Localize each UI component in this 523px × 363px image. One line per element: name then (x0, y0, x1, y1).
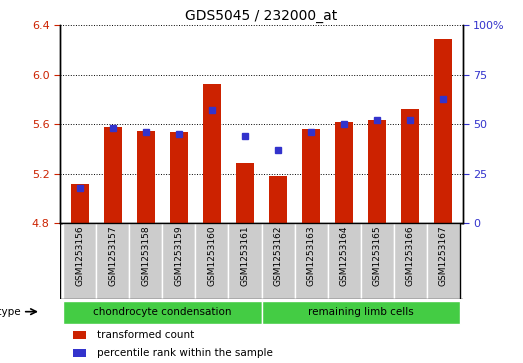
Bar (203, 83, 221, 223)
FancyBboxPatch shape (196, 223, 229, 299)
Text: remaining limb cells: remaining limb cells (308, 307, 413, 317)
Bar (71, 184, 89, 223)
Bar (401, 110, 419, 223)
Bar (73, 331, 86, 339)
Text: cell type: cell type (0, 307, 21, 317)
FancyBboxPatch shape (63, 223, 96, 299)
FancyBboxPatch shape (327, 223, 360, 299)
Text: GSM1253166: GSM1253166 (405, 225, 415, 286)
FancyBboxPatch shape (393, 223, 427, 299)
FancyBboxPatch shape (262, 223, 294, 299)
FancyBboxPatch shape (63, 301, 262, 324)
Title: GDS5045 / 232000_at: GDS5045 / 232000_at (185, 9, 338, 23)
Text: GSM1253158: GSM1253158 (141, 225, 151, 286)
Text: GSM1253165: GSM1253165 (372, 225, 382, 286)
Text: GSM1253162: GSM1253162 (274, 225, 282, 286)
Text: transformed count: transformed count (97, 330, 194, 340)
Text: GSM1253156: GSM1253156 (75, 225, 84, 286)
FancyBboxPatch shape (262, 301, 460, 324)
FancyBboxPatch shape (130, 223, 163, 299)
Bar (335, 122, 353, 223)
FancyBboxPatch shape (163, 223, 196, 299)
Text: percentile rank within the sample: percentile rank within the sample (97, 348, 272, 358)
Text: chondrocyte condensation: chondrocyte condensation (93, 307, 232, 317)
Bar (170, 132, 188, 223)
Bar (302, 129, 320, 223)
Text: GSM1253163: GSM1253163 (306, 225, 315, 286)
Bar (269, 176, 287, 223)
Bar (73, 349, 86, 357)
FancyBboxPatch shape (427, 223, 460, 299)
Bar (137, 131, 155, 223)
Bar (434, 39, 452, 223)
FancyBboxPatch shape (96, 223, 130, 299)
Text: GSM1253164: GSM1253164 (339, 225, 348, 286)
Text: GSM1253167: GSM1253167 (439, 225, 448, 286)
Bar (236, 163, 254, 223)
Text: GSM1253161: GSM1253161 (241, 225, 249, 286)
FancyBboxPatch shape (294, 223, 327, 299)
Bar (368, 120, 386, 223)
FancyBboxPatch shape (360, 223, 393, 299)
Text: GSM1253157: GSM1253157 (108, 225, 118, 286)
FancyBboxPatch shape (229, 223, 262, 299)
Text: GSM1253159: GSM1253159 (175, 225, 184, 286)
Text: GSM1253160: GSM1253160 (208, 225, 217, 286)
Bar (104, 127, 122, 223)
